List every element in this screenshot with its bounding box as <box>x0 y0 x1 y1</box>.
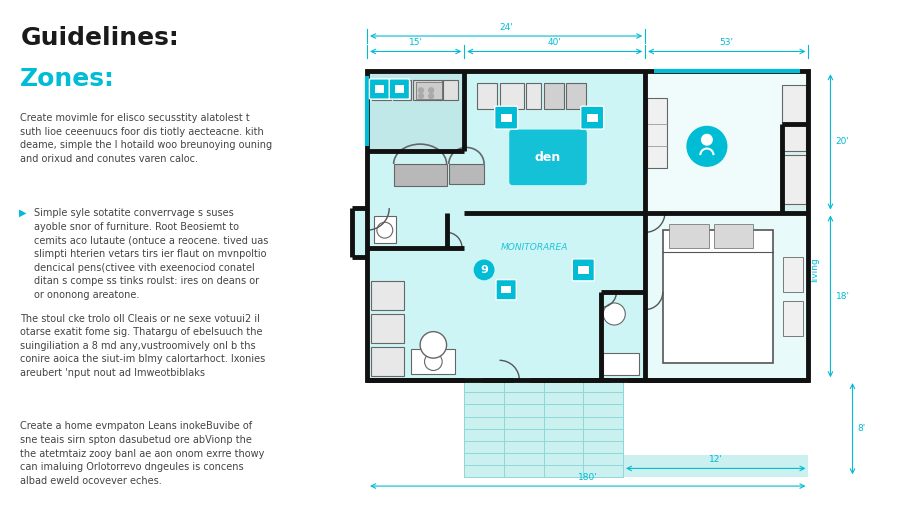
Bar <box>371 314 404 343</box>
Bar <box>647 98 667 169</box>
Circle shape <box>687 126 727 166</box>
FancyBboxPatch shape <box>509 130 587 185</box>
Text: living: living <box>811 258 820 282</box>
Text: 12': 12' <box>709 455 723 464</box>
Bar <box>500 83 524 109</box>
Text: 53': 53' <box>720 38 733 47</box>
FancyBboxPatch shape <box>389 79 410 99</box>
Bar <box>374 216 396 244</box>
Circle shape <box>428 88 434 93</box>
Bar <box>411 350 455 374</box>
Bar <box>367 71 464 151</box>
Bar <box>371 281 404 309</box>
FancyBboxPatch shape <box>495 106 518 129</box>
Circle shape <box>418 88 423 93</box>
Bar <box>783 256 803 292</box>
Circle shape <box>603 303 625 325</box>
Bar <box>587 114 598 122</box>
Bar <box>443 80 458 100</box>
Circle shape <box>474 260 494 280</box>
Bar <box>544 83 563 109</box>
Circle shape <box>425 353 442 371</box>
Text: Zones:: Zones: <box>20 67 115 91</box>
Text: 20': 20' <box>836 137 850 146</box>
Bar <box>392 80 411 100</box>
Text: 18': 18' <box>836 292 850 301</box>
Text: 40': 40' <box>548 38 562 47</box>
Text: 180': 180' <box>578 473 598 482</box>
Bar <box>670 224 709 248</box>
Bar <box>578 266 589 274</box>
Bar <box>662 230 773 362</box>
Bar <box>500 114 512 122</box>
Text: Guidelines:: Guidelines: <box>20 26 179 50</box>
Bar <box>352 208 367 256</box>
Bar <box>416 82 442 99</box>
Bar <box>566 83 586 109</box>
Bar <box>603 353 638 375</box>
Bar <box>714 224 753 248</box>
Text: Create a home evmpaton Leans inokeBuvibe of
sne teais sirn spton dasubetud ore a: Create a home evmpaton Leans inokeBuvibe… <box>20 421 265 486</box>
Bar <box>782 155 806 204</box>
FancyBboxPatch shape <box>496 280 517 300</box>
Bar <box>782 124 808 212</box>
Bar <box>501 286 511 293</box>
Circle shape <box>428 94 434 99</box>
Text: MONITORAREA: MONITORAREA <box>501 243 569 252</box>
Bar <box>645 71 808 212</box>
Bar <box>367 71 808 380</box>
FancyBboxPatch shape <box>369 79 390 99</box>
Bar <box>371 347 404 376</box>
Bar <box>783 301 803 336</box>
Text: 9: 9 <box>481 265 488 275</box>
Circle shape <box>420 332 446 358</box>
Bar <box>393 164 446 186</box>
Text: Simple syle sotatite converrvage s suses
ayoble snor of furniture. Root Beosiemt: Simple syle sotatite converrvage s suses… <box>34 208 268 300</box>
Bar <box>367 71 808 380</box>
Text: 24': 24' <box>500 23 513 32</box>
FancyBboxPatch shape <box>572 259 594 281</box>
Bar <box>526 83 542 109</box>
Bar <box>373 80 391 100</box>
Text: 8': 8' <box>858 424 866 433</box>
Bar <box>374 85 384 93</box>
Text: 15': 15' <box>409 38 423 47</box>
Bar <box>623 455 808 477</box>
Bar <box>394 85 404 93</box>
Bar <box>464 380 623 477</box>
Text: ▶: ▶ <box>19 208 26 218</box>
Bar <box>645 212 808 380</box>
Circle shape <box>377 222 392 238</box>
Circle shape <box>418 94 423 99</box>
Text: The stoul cke trolo oll Cleais or ne sexe votuui2 il
otarse exatit fome sig. Tha: The stoul cke trolo oll Cleais or ne sex… <box>20 314 265 378</box>
Bar <box>449 164 484 184</box>
Bar <box>782 85 806 151</box>
Bar <box>464 380 623 477</box>
Bar <box>478 83 498 109</box>
Bar <box>413 80 442 100</box>
Circle shape <box>702 135 712 145</box>
FancyBboxPatch shape <box>580 106 604 129</box>
Text: den: den <box>535 151 562 164</box>
Text: Create movimle for elisco secusstity alatolest t
suth lioe ceeenuucs foor dis ti: Create movimle for elisco secusstity ala… <box>20 113 273 164</box>
